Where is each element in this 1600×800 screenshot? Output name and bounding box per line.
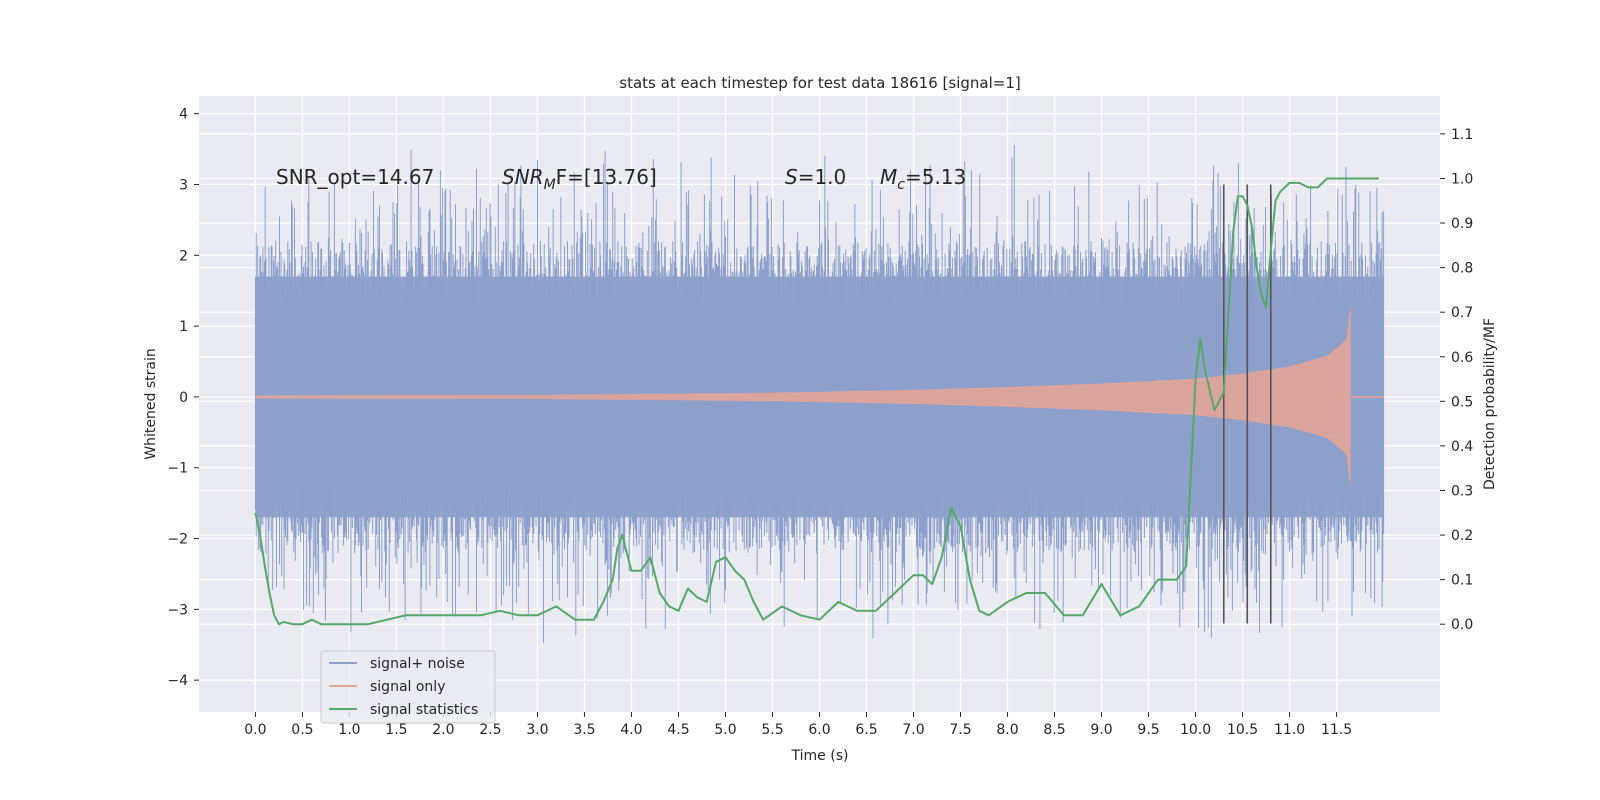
legend-box <box>320 650 496 724</box>
series-signal-only <box>255 304 1384 489</box>
x-tick-label-11: 5.5 <box>761 722 783 738</box>
signal-statistics-line <box>254 177 1379 626</box>
x-tick-label-1: 0.5 <box>291 722 313 738</box>
y-tick-label-1: 3 <box>179 178 188 194</box>
y-tick-label-5: −1 <box>167 461 188 477</box>
x-tick-label-6: 3.0 <box>526 722 548 738</box>
x-tick-label-19: 9.5 <box>1137 722 1159 738</box>
y2-tick-label-1: 1.0 <box>1451 171 1473 187</box>
y2-tick-label-5: 0.6 <box>1451 350 1473 366</box>
x-tick-label-18: 9.0 <box>1090 722 1112 738</box>
annotation-s: S=1.0 <box>785 165 846 189</box>
x-tick-label-9: 4.5 <box>667 722 689 738</box>
y-tick-label-6: −2 <box>167 532 188 548</box>
chart-title: stats at each timestep for test data 186… <box>619 74 1020 92</box>
x-tick-label-21: 10.5 <box>1227 722 1258 738</box>
legend-label-signal-only: signal only <box>370 679 445 695</box>
annotation-mc-main: M <box>880 165 897 189</box>
legend: signal+ noise signal only signal statist… <box>320 650 496 724</box>
x-tick-label-10: 5.0 <box>714 722 736 738</box>
annotation-s-tail: =1.0 <box>798 165 847 189</box>
x-tick-label-22: 11.0 <box>1274 722 1305 738</box>
y-tick-label-2: 2 <box>179 248 188 264</box>
annotation-mc: Mc=5.13 <box>880 165 966 193</box>
x-tick-label-7: 3.5 <box>573 722 595 738</box>
y2-tick-label-3: 0.8 <box>1451 261 1473 277</box>
y2-axis-label: Detection probability/MF <box>1482 318 1498 490</box>
x-axis-label: Time (s) <box>791 748 849 764</box>
x-tick-label-4: 2.0 <box>432 722 454 738</box>
x-tick-label-0: 0.0 <box>244 722 266 738</box>
y-axis-label: Whitened strain <box>143 348 159 459</box>
y2-tick-label-8: 0.3 <box>1451 483 1473 499</box>
x-axis-ticks: 0.0 0.5 1.0 1.5 2.0 2.5 3.0 3.5 4.0 4.5 5.0 5.5 6.0 6… <box>244 712 1352 738</box>
y2-tick-label-0: 1.1 <box>1451 127 1473 143</box>
x-tick-label-8: 4.0 <box>620 722 642 738</box>
x-tick-label-13: 6.5 <box>855 722 877 738</box>
x-tick-label-20: 10.0 <box>1180 722 1211 738</box>
y-tick-label-3: 1 <box>179 319 188 335</box>
y2-axis-ticks: 1.1 1.0 0.9 0.8 0.7 0.6 0.5 0.4 0.3 0.2 0.1 0.0 <box>1440 127 1473 633</box>
y2-tick-label-4: 0.7 <box>1451 305 1473 321</box>
y2-tick-label-6: 0.5 <box>1451 394 1473 410</box>
series-signal-statistics <box>254 177 1379 626</box>
y-tick-label-4: 0 <box>179 390 188 406</box>
plot-area <box>254 145 1385 643</box>
y2-tick-label-11: 0.0 <box>1451 617 1473 633</box>
x-tick-label-5: 2.5 <box>479 722 501 738</box>
annotation-snr-mf: SNRMF=[13.76] <box>502 165 657 193</box>
legend-label-signal-statistics: signal statistics <box>370 702 478 718</box>
annotations: SNR_opt=14.67 SNRMF=[13.76] S=1.0 Mc=5.1… <box>276 165 966 193</box>
y2-tick-label-10: 0.1 <box>1451 573 1473 589</box>
x-tick-label-17: 8.5 <box>1043 722 1065 738</box>
x-tick-label-3: 1.5 <box>385 722 407 738</box>
annotation-snr-opt: SNR_opt=14.67 <box>276 165 434 189</box>
y-axis-ticks: 4 3 2 1 0 −1 −2 −3 −4 <box>167 107 199 689</box>
x-tick-label-14: 7.0 <box>902 722 924 738</box>
chirp-envelope <box>255 304 1351 489</box>
annotation-snr-mf-sub: M <box>544 177 556 193</box>
annotation-mc-sub: c <box>897 177 905 193</box>
y-tick-label-7: −3 <box>167 602 188 618</box>
y-tick-label-0: 4 <box>179 107 188 123</box>
legend-label-signal-plus-noise: signal+ noise <box>370 656 465 672</box>
y2-tick-label-7: 0.4 <box>1451 439 1473 455</box>
y2-tick-label-2: 0.9 <box>1451 216 1473 232</box>
y-tick-label-8: −4 <box>167 673 188 689</box>
annotation-mc-tail: =5.13 <box>905 165 966 189</box>
x-tick-label-23: 11.5 <box>1321 722 1352 738</box>
x-tick-label-16: 8.0 <box>996 722 1018 738</box>
annotation-snr-mf-tail: F=[13.76] <box>556 165 657 189</box>
x-tick-label-15: 7.5 <box>949 722 971 738</box>
x-tick-label-12: 6.0 <box>808 722 830 738</box>
y2-tick-label-9: 0.2 <box>1451 528 1473 544</box>
x-tick-label-2: 1.0 <box>338 722 360 738</box>
annotation-snr-mf-main: SNR <box>502 165 544 189</box>
annotation-s-main: S <box>785 165 798 189</box>
